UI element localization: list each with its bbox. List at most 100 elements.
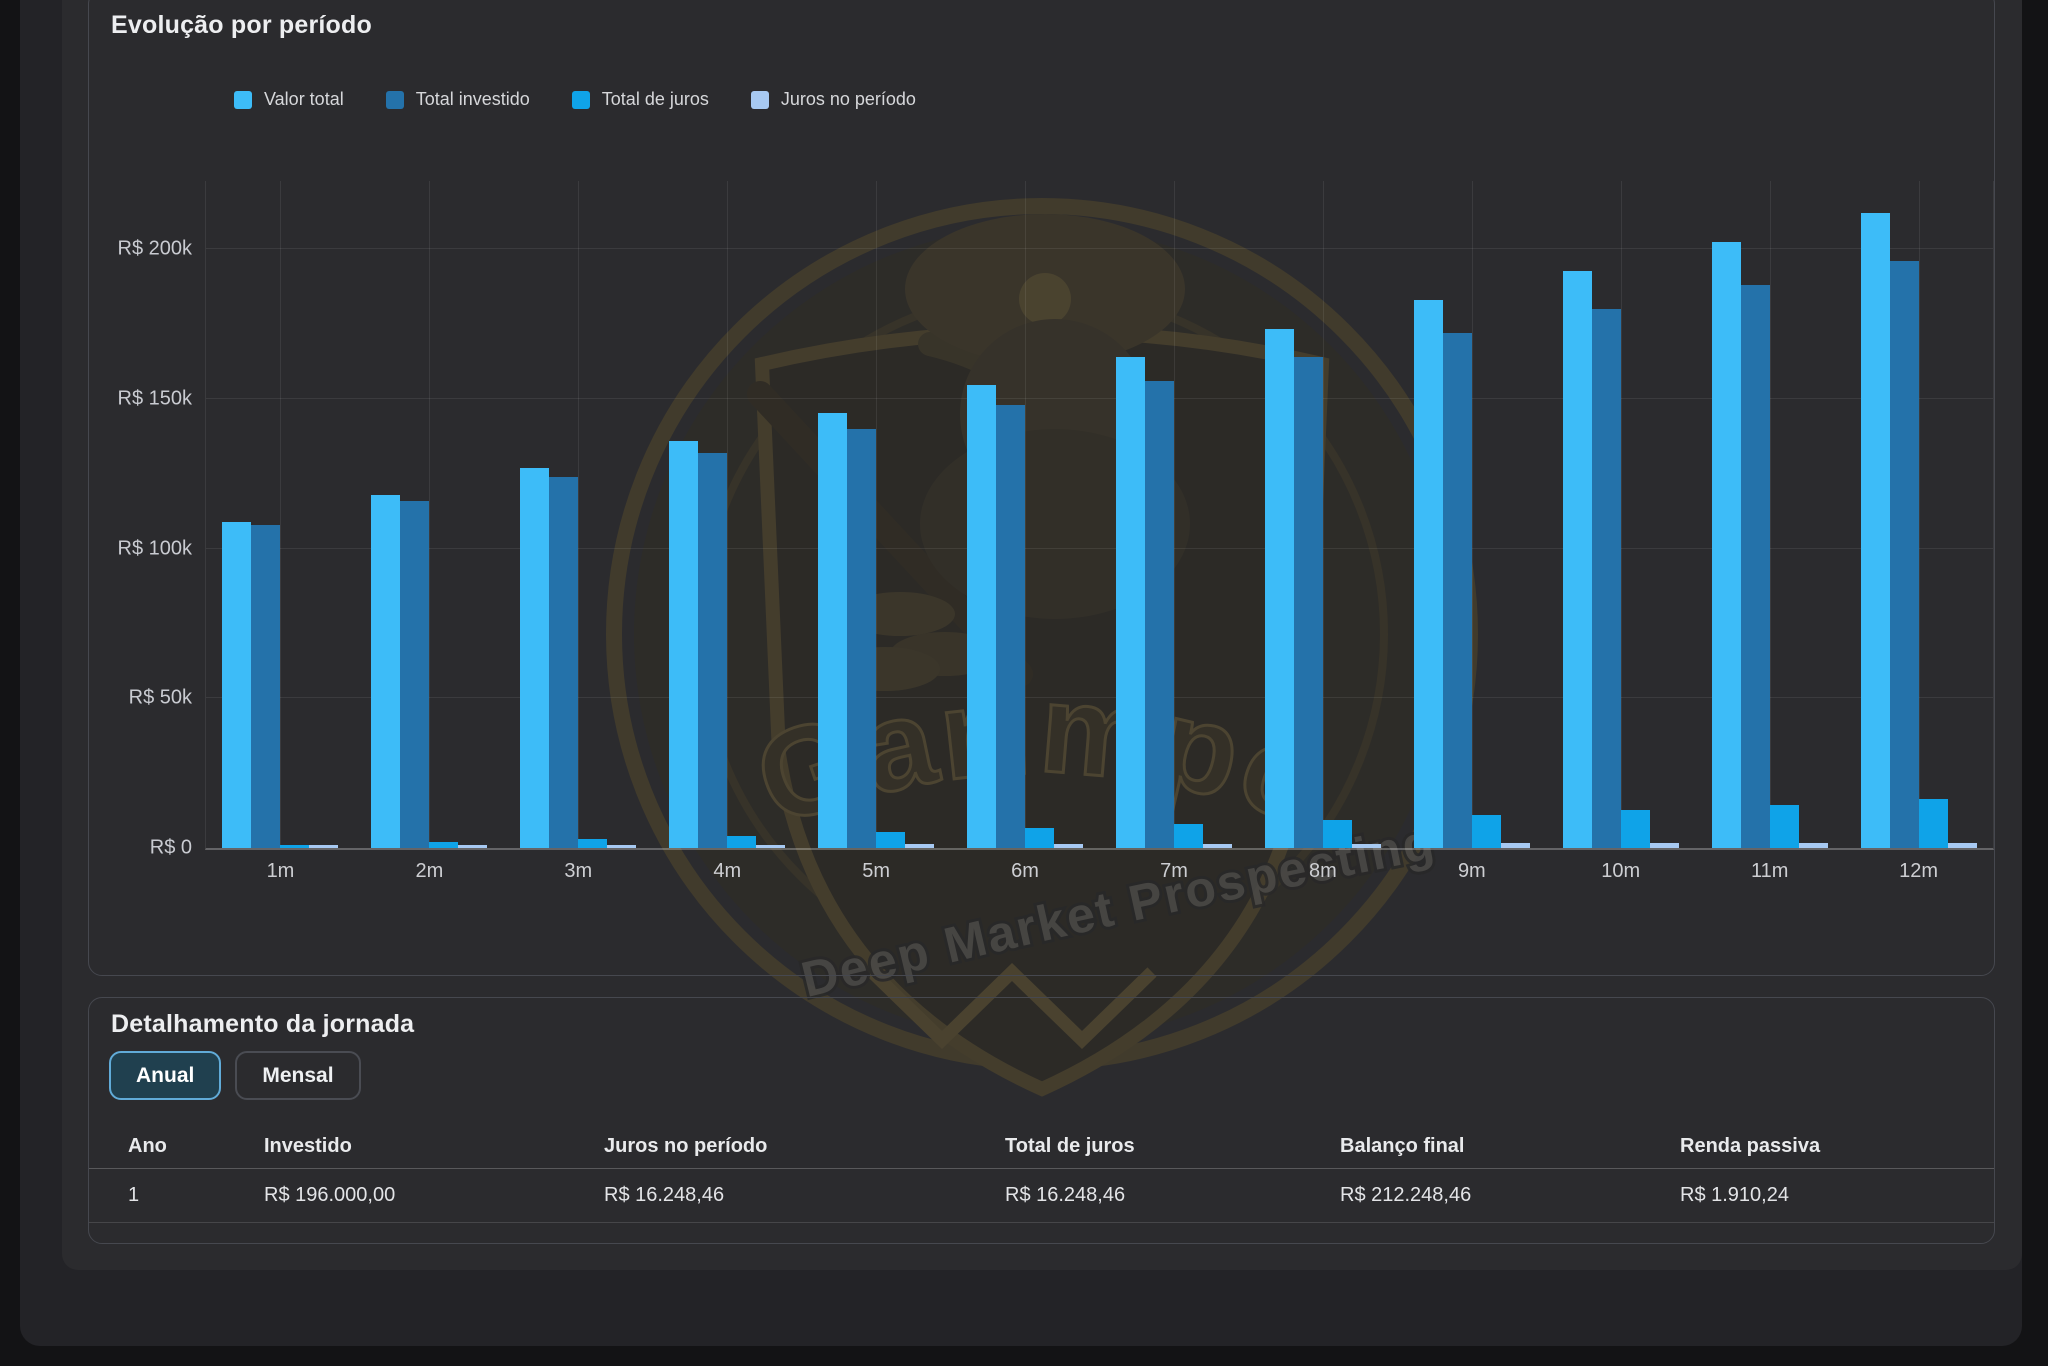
bar-total-investido[interactable] xyxy=(1591,309,1621,848)
bars xyxy=(1397,181,1546,848)
tab-mensal[interactable]: Mensal xyxy=(235,1051,361,1100)
bar-total-de-juros[interactable] xyxy=(280,845,310,848)
bar-juros-no-per-odo[interactable] xyxy=(1649,843,1679,848)
table-body: 1 R$ 196.000,00 R$ 16.248,46 R$ 16.248,46 R$… xyxy=(89,1169,1994,1223)
bar-total-de-juros[interactable] xyxy=(429,842,459,848)
bar-juros-no-per-odo[interactable] xyxy=(1351,843,1381,848)
table-cell: R$ 16.248,46 xyxy=(1005,1184,1126,1206)
bar-valor-total[interactable] xyxy=(1562,271,1592,848)
bar-juros-no-per-odo[interactable] xyxy=(607,844,637,848)
bar-juros-no-per-odo[interactable] xyxy=(309,845,339,848)
bar-total-de-juros[interactable] xyxy=(1620,810,1650,848)
bar-group: 9m xyxy=(1397,181,1546,882)
bar-total-investido[interactable] xyxy=(549,476,579,848)
x-axis-label: 4m xyxy=(713,860,742,882)
bars xyxy=(206,181,355,848)
detail-table: Ano Investido Juros no período Total de jur… xyxy=(89,1125,1994,1223)
v-gridline xyxy=(727,181,729,848)
table-header-cell: Juros no período xyxy=(604,1135,768,1157)
h-gridline xyxy=(206,248,1993,250)
bar-juros-no-per-odo[interactable] xyxy=(1500,843,1530,848)
table-header-cell: Ano xyxy=(128,1135,167,1157)
bar-total-de-juros[interactable] xyxy=(578,839,608,848)
table-cell: 1 xyxy=(128,1184,140,1206)
legend-label: Valor total xyxy=(264,89,344,109)
chart-panel: Evolução por período Valor total Total in… xyxy=(88,0,1995,976)
bars xyxy=(355,181,504,848)
y-axis-label: R$ 150k xyxy=(117,387,193,410)
bar-valor-total[interactable] xyxy=(371,495,401,848)
bar-total-investido[interactable] xyxy=(698,452,728,848)
legend-item[interactable]: Total de juros xyxy=(571,89,709,110)
bar-valor-total[interactable] xyxy=(967,385,997,848)
x-axis-label: 6m xyxy=(1011,860,1039,882)
bar-total-de-juros[interactable] xyxy=(1173,824,1203,848)
h-gridline xyxy=(206,697,1993,699)
bar-total-investido[interactable] xyxy=(1442,333,1472,848)
tab-anual[interactable]: Anual xyxy=(109,1051,222,1100)
bar-juros-no-per-odo[interactable] xyxy=(1202,843,1232,848)
bar-valor-total[interactable] xyxy=(1860,212,1890,848)
bar-total-de-juros[interactable] xyxy=(1918,799,1948,848)
bars xyxy=(1248,181,1397,848)
x-axis-label: 10m xyxy=(1601,860,1641,882)
bar-total-investido[interactable] xyxy=(847,429,877,848)
bar-total-investido[interactable] xyxy=(996,405,1026,848)
bar-total-investido[interactable] xyxy=(1889,261,1919,848)
bar-total-de-juros[interactable] xyxy=(727,835,757,848)
bars xyxy=(653,181,802,848)
bar-total-investido[interactable] xyxy=(400,500,430,848)
bar-juros-no-per-odo[interactable] xyxy=(1947,842,1977,848)
bar-juros-no-per-odo[interactable] xyxy=(905,844,935,848)
table-header-cell: Renda passiva xyxy=(1680,1135,1821,1157)
v-gridline xyxy=(1471,181,1473,848)
bar-total-investido[interactable] xyxy=(1144,381,1174,848)
bar-juros-no-per-odo[interactable] xyxy=(458,845,488,848)
bar-group: 2m xyxy=(355,181,504,882)
bar-valor-total[interactable] xyxy=(669,440,699,848)
legend-item[interactable]: Juros no período xyxy=(750,89,916,110)
v-gridline xyxy=(1025,181,1027,848)
bar-valor-total[interactable] xyxy=(1413,300,1443,848)
table-cell: R$ 1.910,24 xyxy=(1680,1184,1789,1206)
bar-juros-no-per-odo[interactable] xyxy=(1054,844,1084,848)
legend-item[interactable]: Valor total xyxy=(234,89,344,110)
v-gridline xyxy=(876,181,878,848)
v-gridline xyxy=(1322,181,1324,848)
bar-valor-total[interactable] xyxy=(818,413,848,848)
bar-total-de-juros[interactable] xyxy=(876,832,906,848)
x-axis-label: 7m xyxy=(1160,860,1188,882)
period-toggle: Anual Mensal xyxy=(109,1051,361,1100)
bar-valor-total[interactable] xyxy=(1711,242,1741,848)
x-axis-label: 11m xyxy=(1750,860,1789,882)
bar-total-investido[interactable] xyxy=(1293,357,1323,848)
bar-juros-no-per-odo[interactable] xyxy=(756,844,786,848)
x-axis-label: 3m xyxy=(564,860,593,882)
bar-juros-no-per-odo[interactable] xyxy=(1798,842,1828,848)
y-axis-label: R$ 200k xyxy=(117,237,193,260)
bar-total-investido[interactable] xyxy=(1740,285,1770,848)
y-axis-label: R$ 100k xyxy=(117,537,193,560)
bar-total-de-juros[interactable] xyxy=(1322,819,1352,848)
bar-group: 3m xyxy=(504,181,653,882)
table-header-cell: Total de juros xyxy=(1005,1135,1135,1157)
legend-label: Total de juros xyxy=(601,89,709,109)
table-header-cell: Investido xyxy=(264,1135,352,1157)
legend-swatch-icon xyxy=(750,90,769,109)
bar-total-de-juros[interactable] xyxy=(1025,828,1055,848)
x-axis-label: 12m xyxy=(1899,860,1939,882)
bars xyxy=(951,181,1100,848)
bar-total-de-juros[interactable] xyxy=(1471,814,1501,848)
bar-valor-total[interactable] xyxy=(222,522,252,848)
bar-valor-total[interactable] xyxy=(1115,357,1145,848)
v-gridline xyxy=(578,181,580,848)
x-axis-label: 9m xyxy=(1457,860,1486,882)
bar-total-de-juros[interactable] xyxy=(1769,804,1799,848)
x-axis-label: 2m xyxy=(415,860,444,882)
legend-item[interactable]: Total investido xyxy=(385,89,530,110)
x-axis-label: 1m xyxy=(266,860,295,882)
bar-total-investido[interactable] xyxy=(251,524,281,848)
v-gridline xyxy=(1620,181,1622,848)
bar-valor-total[interactable] xyxy=(520,468,550,848)
bar-valor-total[interactable] xyxy=(1264,328,1294,848)
